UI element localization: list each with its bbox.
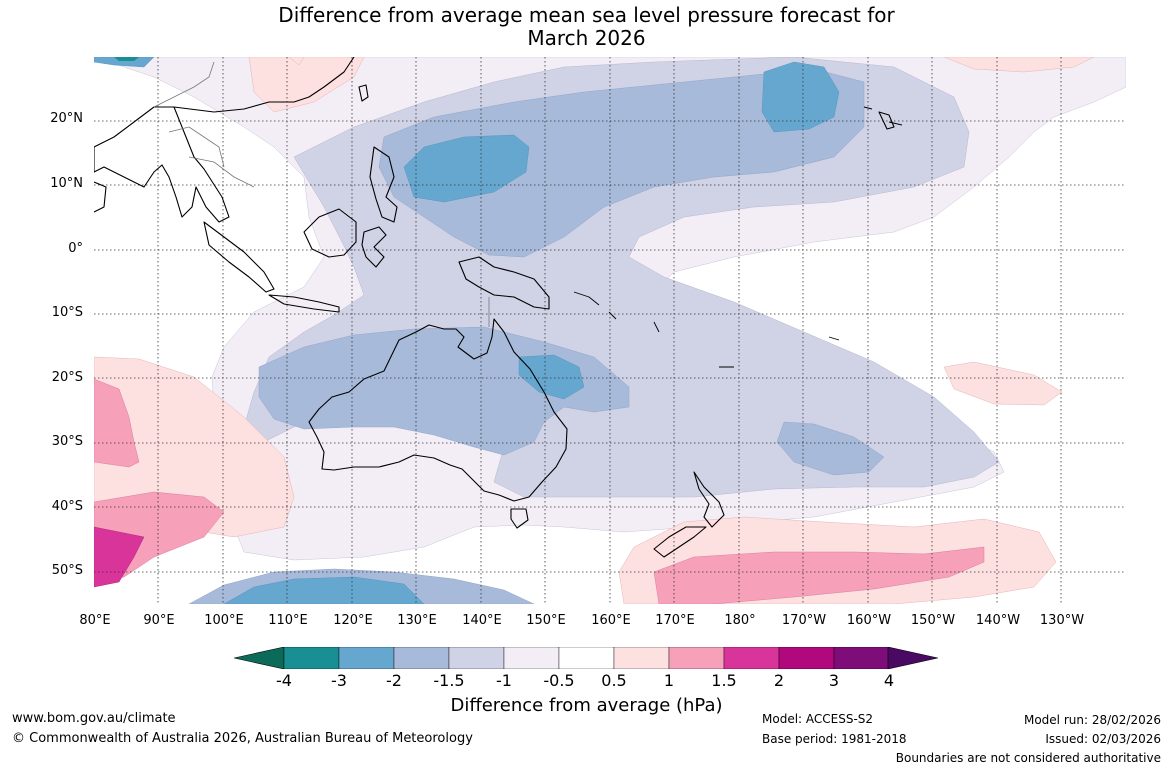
- lon-label-140w: 140°W: [975, 613, 1021, 628]
- colorbar-cell: [503, 647, 560, 669]
- java-coastline: [268, 294, 340, 313]
- colorbar-cell: [668, 647, 725, 669]
- taiwan-coastline: [358, 84, 369, 102]
- colorbar-cell: [778, 647, 835, 669]
- pressure-anomaly-map: [94, 57, 1126, 604]
- map-canvas: [94, 57, 1126, 604]
- lon-label-130w: 130°W: [1039, 613, 1085, 628]
- chart-title: Difference from average mean sea level p…: [0, 4, 1173, 50]
- lon-label-100e: 100°E: [204, 613, 244, 628]
- lat-label-30s: 30°S: [51, 434, 83, 449]
- new-guinea-coastline: [458, 256, 550, 310]
- lat-label-20n: 20°N: [50, 111, 83, 126]
- colorbar-cell: [283, 647, 340, 669]
- colorbar-tick-1: 1: [663, 671, 675, 690]
- colorbar-tick-neg1: -1: [496, 671, 512, 690]
- philippines-coastline: [369, 146, 398, 223]
- lat-label-20s: 20°S: [51, 370, 83, 385]
- new-zealand-south-island: [653, 526, 707, 558]
- china-coastline: [173, 57, 355, 113]
- lat-label-40s: 40°S: [51, 499, 83, 514]
- lon-label-80e: 80°E: [79, 613, 111, 628]
- colorbar: [234, 647, 938, 669]
- colorbar-lower-extend: [234, 647, 285, 669]
- title-line-1: Difference from average mean sea level p…: [278, 3, 895, 27]
- colorbar-tick-05: 0.5: [601, 671, 627, 690]
- lon-label-160w: 160°W: [846, 613, 892, 628]
- hawaii-islands: [863, 106, 895, 130]
- title-line-2: March 2026: [527, 26, 646, 50]
- sumatra-coastline: [203, 221, 275, 293]
- lon-label-180: 180°: [724, 613, 756, 628]
- website-link[interactable]: www.bom.gov.au/climate: [12, 711, 176, 726]
- lon-label-170e: 170°E: [655, 613, 695, 628]
- colorbar-tick-4: 4: [883, 671, 895, 690]
- colorbar-tick-neg05: -0.5: [543, 671, 575, 690]
- lon-label-150e: 150°E: [526, 613, 566, 628]
- new-zealand-north-island: [693, 471, 725, 528]
- colorbar-cell: [393, 647, 450, 669]
- colorbar-tick-15: 1.5: [711, 671, 737, 690]
- issued-text: Issued: 02/03/2026: [1045, 732, 1161, 746]
- colorbar-tick-neg4: -4: [276, 671, 292, 690]
- colorbar-cell: [338, 647, 395, 669]
- copyright-text: © Commonwealth of Australia 2026, Austra…: [12, 731, 473, 746]
- se-asia-coastline: [94, 106, 230, 223]
- disclaimer-text: Boundaries are not considered authoritat…: [895, 751, 1161, 765]
- lon-label-90e: 90°E: [143, 613, 175, 628]
- lon-label-170w: 170°W: [781, 613, 827, 628]
- colorbar-cell: [558, 647, 615, 669]
- lat-label-50s: 50°S: [51, 563, 83, 578]
- colorbar-cells: [283, 647, 890, 669]
- model-run-text: Model run: 28/02/2026: [1023, 713, 1161, 727]
- colorbar-tick-neg3: -3: [331, 671, 347, 690]
- anomaly-region-pos05-ne: [943, 57, 1095, 406]
- anomaly-region-pos05-topleft: [288, 57, 305, 66]
- sulawesi-coastline: [361, 226, 387, 268]
- colorbar-tick-3: 3: [828, 671, 840, 690]
- pacific-islands: [573, 121, 903, 368]
- lon-label-150w: 150°W: [910, 613, 956, 628]
- anomaly-region-pos1-se: [653, 546, 985, 604]
- tasmania-coastline: [510, 508, 529, 529]
- india-coastline: [94, 181, 107, 213]
- colorbar-cell: [833, 647, 890, 669]
- colorbar-cell: [613, 647, 670, 669]
- base-period-text: Base period: 1981-2018: [762, 732, 907, 746]
- coastlines: [94, 57, 903, 558]
- colorbar-upper-extend: [887, 647, 938, 669]
- anomaly-region-neg3: [114, 57, 139, 61]
- anomaly-region-neg2: [94, 57, 840, 604]
- colorbar-tick-neg15: -1.5: [433, 671, 465, 690]
- borneo-coastline: [303, 208, 357, 258]
- lat-label-0: 0°: [68, 241, 83, 256]
- lat-label-10s: 10°S: [51, 305, 83, 320]
- country-boundaries: [153, 61, 490, 327]
- lon-label-140e: 140°E: [462, 613, 502, 628]
- lon-label-160e: 160°E: [591, 613, 631, 628]
- colorbar-cell: [723, 647, 780, 669]
- graticule: [94, 57, 1126, 604]
- colorbar-tick-neg2: -2: [386, 671, 402, 690]
- lon-label-130e: 130°E: [397, 613, 437, 628]
- anomaly-region-pos05-nwtop: [248, 57, 365, 113]
- colorbar-tick-2: 2: [773, 671, 785, 690]
- lon-label-110e: 110°E: [268, 613, 308, 628]
- australia-coastline: [308, 318, 568, 502]
- colorbar-label: Difference from average (hPa): [450, 695, 723, 716]
- colorbar-cell: [448, 647, 505, 669]
- lat-label-10n: 10°N: [50, 176, 83, 191]
- lon-label-120e: 120°E: [333, 613, 373, 628]
- model-text: Model: ACCESS-S2: [762, 712, 874, 726]
